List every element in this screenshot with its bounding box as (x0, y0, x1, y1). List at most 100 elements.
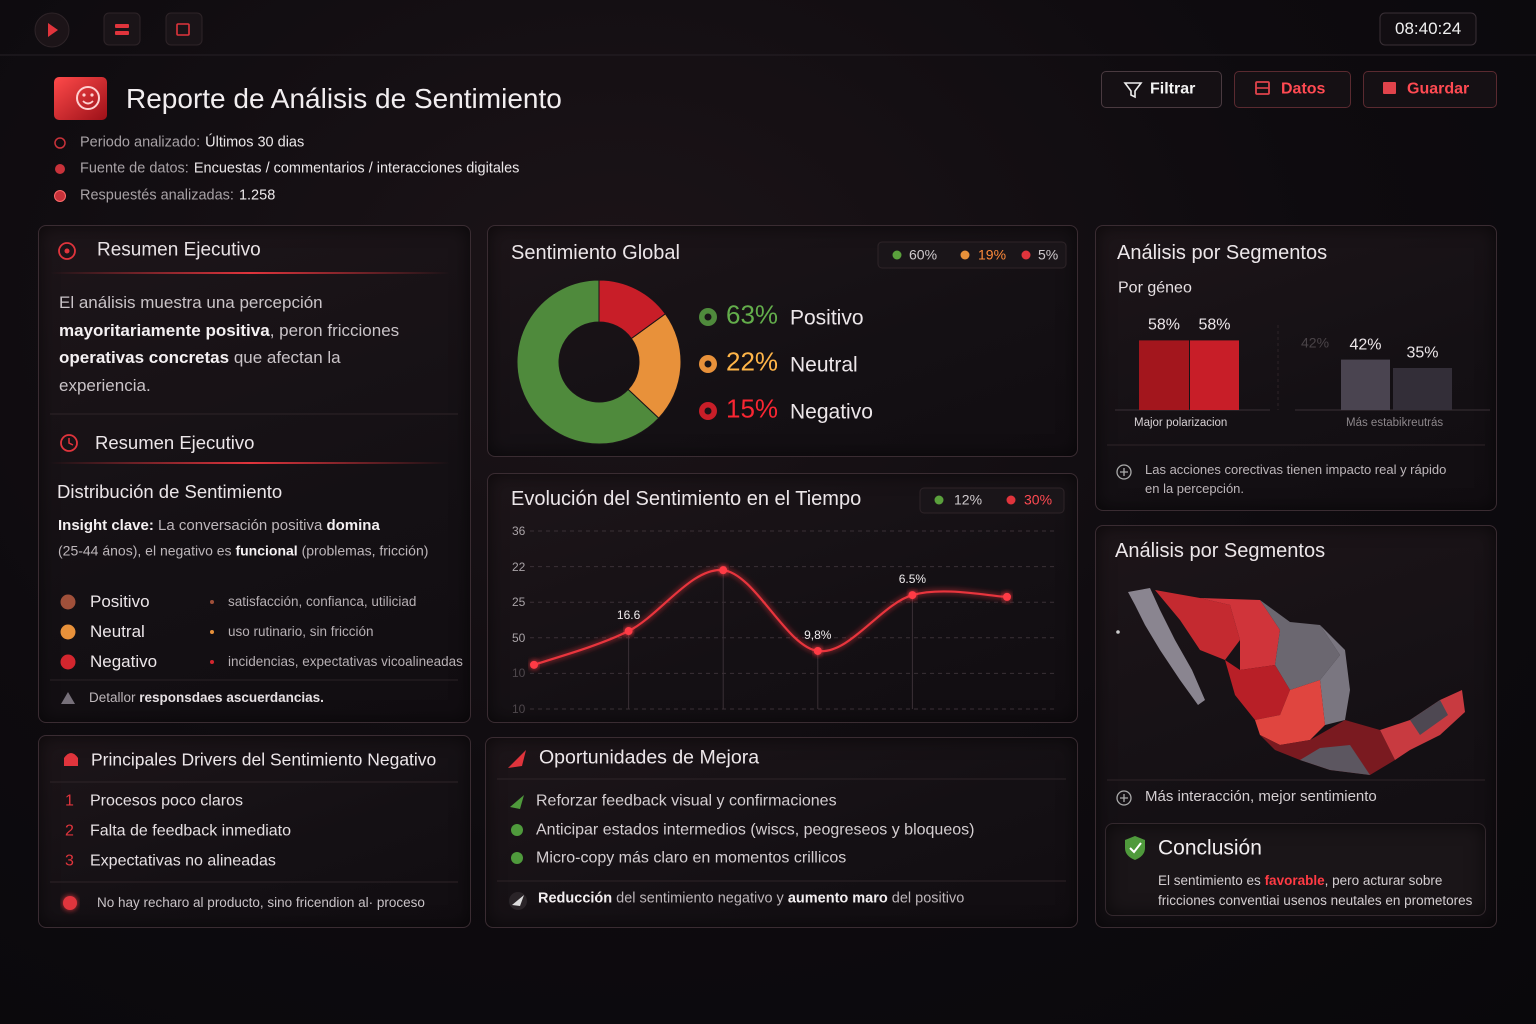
sentiment-desc: satisfacción, confianca, utiliciad (228, 593, 417, 609)
opportunity-item: Micro-copy más claro en momentos crillic… (536, 849, 847, 867)
panel-subtitle: Resumen Ejecutivo (95, 431, 255, 453)
logo-eye (90, 93, 94, 97)
note-icon (1120, 468, 1128, 476)
text-segment: responsdaes ascuerdancias. (139, 689, 324, 705)
group-label: Major polarizacion (1134, 417, 1228, 430)
point-annotation: 9,8% (804, 627, 832, 642)
item-icon (511, 824, 523, 836)
badge-dot (1021, 250, 1031, 260)
button-label[interactable]: Guardar (1407, 80, 1470, 98)
legend-value: 22% (726, 346, 779, 377)
paragraph-line: operativas concretas que afectan la (59, 348, 341, 368)
conclusion-text: fricciones conventiai usenos neutales en… (1158, 893, 1472, 909)
badge-dot (960, 250, 970, 260)
text-segment: del sentimiento negativo y (612, 890, 788, 907)
drivers-panel (38, 735, 471, 928)
logo-eye (82, 93, 86, 97)
play-glyph (48, 23, 58, 37)
map-note: Más interacción, mejor sentimiento (1145, 788, 1377, 805)
map-region (1200, 598, 1280, 670)
clock-icon (60, 434, 78, 452)
text-segment: aumento maro (787, 890, 888, 907)
sentiment-icon (60, 624, 76, 640)
conclusion-text: El sentimiento es favorable, pero actura… (1158, 873, 1442, 889)
menu-icon[interactable] (103, 12, 141, 46)
sentiment-desc: incidencias, expectativas vicoalineadas (228, 653, 463, 669)
meta-value: 1.258 (238, 187, 276, 204)
badge-dot (892, 250, 902, 260)
note-icon (1120, 794, 1128, 802)
text-segment: Detallor (89, 689, 140, 705)
item-icon (511, 852, 523, 864)
meta-icon (55, 164, 65, 174)
line-point (530, 660, 538, 669)
save-glyph (1383, 82, 1396, 94)
chart-title: Sentimiento Global (511, 242, 680, 264)
badge-dot (1006, 495, 1016, 505)
legend-icon-core (704, 313, 712, 321)
text-segment: El sentimiento es (1158, 872, 1265, 888)
bar-label: 58% (1147, 316, 1181, 334)
item-number: 3 (65, 852, 74, 870)
sentiment-icon (60, 594, 76, 610)
ghost-label: 42% (1301, 334, 1330, 351)
line-point (908, 591, 917, 600)
data-button[interactable] (1234, 71, 1351, 108)
point-annotation: 16.6 (616, 607, 641, 622)
bar-label: 58% (1198, 316, 1231, 334)
insight-line: Insight clave: La conversación positiva … (58, 517, 380, 535)
logo-face (76, 86, 100, 110)
text-segment: (problemas, fricción) (297, 542, 429, 559)
meta-row: Respuestés analizadas: 1.258 (80, 187, 275, 204)
panel-title: Principales Drivers del Sentimiento Nega… (91, 749, 437, 770)
sentiment-line (533, 569, 1008, 666)
sentiment-desc: uso rutinario, sin fricción (228, 623, 374, 639)
summary-icon (64, 248, 70, 254)
text-segment: funcional (235, 542, 298, 559)
text-segment: experiencia. (59, 375, 151, 395)
map-region (1128, 588, 1205, 705)
report-title: Reporte de Análisis de Sentimiento (126, 83, 562, 115)
section-title: Distribución de Sentimiento (57, 480, 283, 502)
panel-title: Análisis por Segmentos (1115, 540, 1326, 562)
meta-icon (54, 190, 66, 202)
badge-label: 30% (1024, 491, 1053, 508)
line-point (624, 627, 633, 636)
note-text: en la percepción. (1145, 481, 1245, 497)
clock-icon (68, 438, 74, 446)
bullet (210, 600, 214, 604)
conclusion-box (1105, 823, 1486, 916)
paragraph-line: experiencia. (59, 376, 151, 396)
legend-label: Neutral (790, 353, 858, 377)
text-segment: El análisis muestra una percepción (59, 292, 323, 312)
button-label[interactable]: Filtrar (1150, 80, 1196, 98)
map-region (1300, 745, 1370, 775)
legend-value: 63% (726, 299, 779, 330)
text-segment: del positivo (887, 890, 965, 907)
footer-note: No hay recharo al producto, sino fricend… (97, 894, 425, 910)
drivers-icon (64, 753, 78, 766)
donut-slice (627, 313, 682, 419)
button-label[interactable]: Datos (1281, 80, 1326, 98)
clock-box (1379, 12, 1477, 46)
menu-glyph (115, 24, 129, 28)
window-icon[interactable] (165, 12, 203, 46)
text-segment: favorable (1264, 872, 1325, 888)
text-segment: mayoritariamente positiva (59, 320, 270, 340)
line-point (719, 566, 728, 575)
insight-line: (25-44 ános), el negativo es funcional (… (58, 543, 428, 560)
meta-icon (54, 137, 66, 149)
text-segment: La conversación positiva (153, 517, 327, 534)
filter-button[interactable] (1101, 71, 1222, 108)
filter-glyph (1123, 82, 1143, 99)
bullet (210, 630, 214, 634)
footer-icon (512, 895, 524, 906)
badge-label: 60% (909, 246, 938, 263)
badge-label: 5% (1038, 246, 1059, 263)
bar-label: 35% (1406, 344, 1439, 362)
footer-icon (61, 692, 75, 704)
panel-title: Resumen Ejecutivo (97, 239, 261, 261)
alert-icon (63, 896, 77, 910)
